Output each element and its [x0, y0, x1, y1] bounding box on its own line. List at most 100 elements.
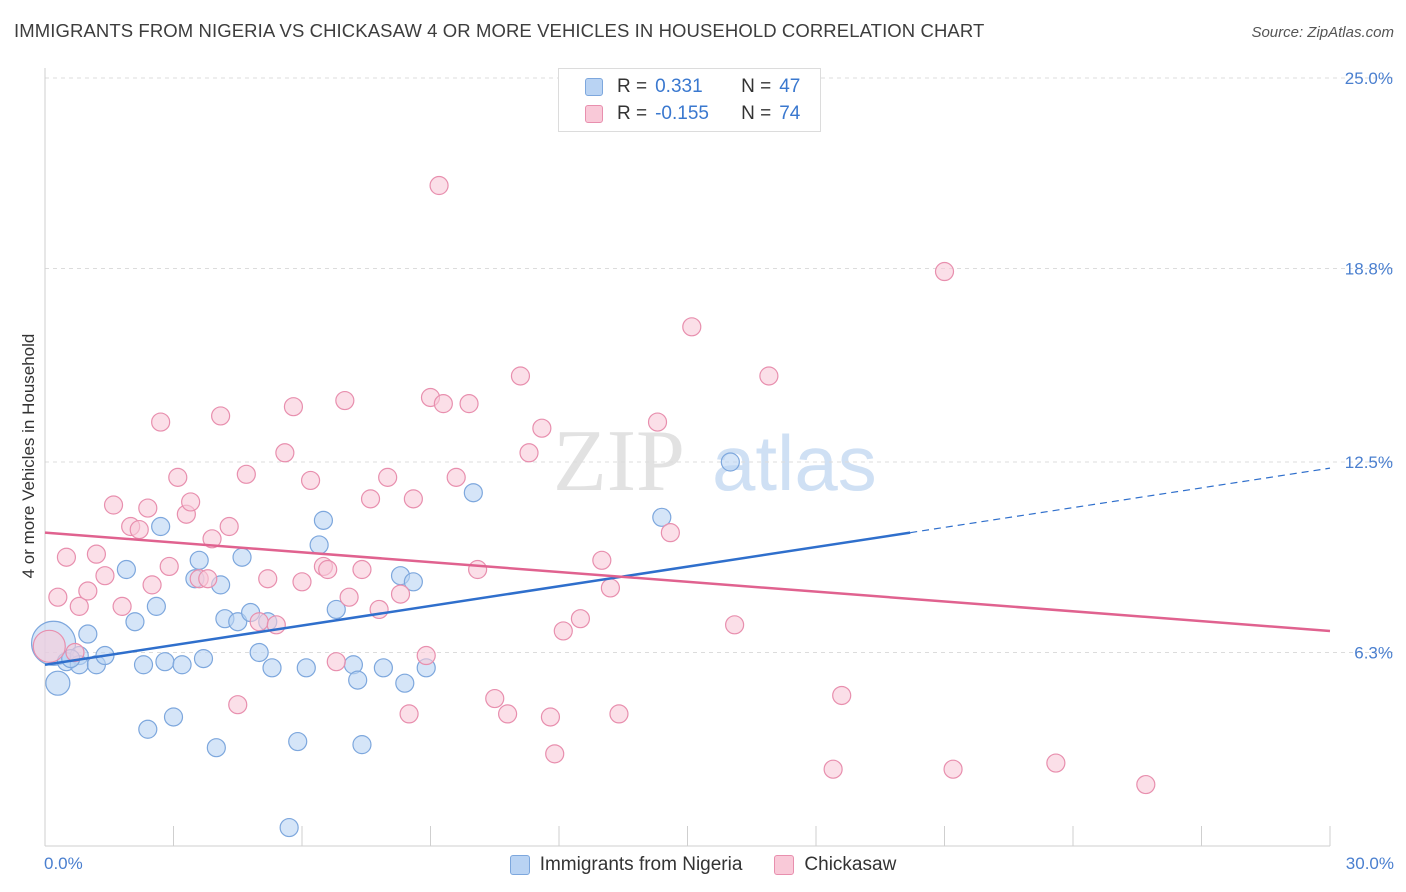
trend-lines	[44, 467, 1331, 666]
data-point	[32, 629, 66, 663]
data-point	[95, 566, 115, 586]
data-point	[262, 658, 282, 678]
series-legend-label-nigeria: Immigrants from Nigeria	[539, 854, 743, 875]
data-point	[433, 394, 453, 414]
data-point	[189, 550, 209, 570]
data-point	[249, 642, 269, 663]
data-point	[138, 719, 158, 739]
data-point	[112, 596, 132, 616]
data-point	[172, 655, 192, 675]
y-tick-labels: 6.3% 12.5% 18.8% 25.0%	[1345, 69, 1393, 662]
data-point	[159, 556, 179, 577]
data-point	[279, 817, 299, 838]
data-point	[545, 744, 565, 764]
legend-row-nigeria: R = 0.331 N = 47	[585, 74, 800, 100]
data-point	[211, 406, 231, 426]
data-point	[373, 658, 393, 678]
data-point	[943, 759, 963, 779]
data-point	[69, 596, 89, 616]
legend-r-value: -0.155	[655, 103, 709, 124]
data-point	[45, 670, 71, 696]
data-point	[288, 731, 308, 752]
data-point	[65, 642, 85, 663]
data-point	[292, 572, 312, 592]
data-point	[360, 489, 381, 509]
data-point	[823, 759, 843, 779]
data-point	[570, 609, 591, 629]
data-point	[155, 652, 175, 672]
data-point	[78, 581, 98, 601]
data-point	[326, 652, 346, 672]
y-tick-label: 18.8%	[1345, 259, 1393, 278]
data-point	[720, 452, 740, 472]
chart-title: IMMIGRANTS FROM NIGERIA VS CHICKASAW 4 O…	[14, 20, 985, 41]
legend-swatch-chickasaw	[585, 105, 603, 123]
data-point	[468, 559, 488, 580]
data-point	[151, 516, 171, 537]
data-point	[592, 550, 612, 570]
data-point	[609, 704, 629, 724]
data-point	[759, 366, 779, 386]
data-point	[519, 443, 539, 463]
data-point	[1136, 774, 1156, 795]
data-point	[459, 394, 479, 414]
data-point	[416, 645, 436, 666]
data-point	[553, 621, 573, 641]
watermark: ZIP atlas	[553, 413, 877, 510]
data-point	[725, 615, 745, 635]
data-point	[296, 658, 316, 678]
data-point	[300, 470, 321, 491]
data-point	[390, 584, 411, 604]
data-point	[352, 735, 372, 755]
legend-row-chickasaw: R = -0.155 N = 74	[585, 101, 800, 127]
data-point	[56, 547, 77, 567]
trend-line-extension	[910, 467, 1331, 534]
legend-n-label: N =	[741, 76, 772, 97]
legend-r-label: R =	[617, 76, 648, 97]
data-point	[934, 261, 955, 282]
data-point	[498, 704, 518, 724]
legend-n-value: 74	[779, 103, 801, 124]
y-axis-label: 4 or more Vehicles in Household	[19, 334, 38, 579]
data-point	[600, 578, 621, 598]
data-point	[228, 695, 248, 715]
data-point	[275, 443, 295, 463]
legend-swatch-nigeria	[585, 78, 603, 96]
data-point	[1046, 753, 1066, 773]
gridlines	[45, 77, 1394, 653]
data-point	[313, 510, 334, 530]
series-legend-item-nigeria: Immigrants from Nigeria	[509, 854, 743, 876]
source-credit: Source: ZipAtlas.com	[1251, 24, 1394, 41]
data-point	[309, 535, 329, 555]
data-point	[138, 498, 158, 518]
data-point	[163, 707, 184, 727]
y-tick-label: 12.5%	[1345, 453, 1393, 472]
trend-line	[44, 531, 911, 666]
legend-n-label: N =	[741, 103, 772, 124]
data-point	[682, 317, 702, 337]
data-point	[125, 612, 145, 632]
data-point	[652, 507, 672, 527]
x-tick-label-max: 30.0%	[1346, 854, 1394, 873]
data-point	[249, 612, 269, 632]
data-point	[219, 516, 239, 537]
series-legend-swatch-nigeria	[509, 855, 530, 875]
data-point	[181, 492, 201, 512]
series-legend-label-chickasaw: Chickasaw	[804, 854, 897, 875]
data-point	[48, 587, 68, 607]
data-point	[236, 464, 256, 484]
data-point	[232, 547, 252, 567]
data-point	[463, 483, 483, 503]
legend-r-label: R =	[617, 103, 648, 124]
data-point	[395, 673, 415, 693]
data-point	[129, 519, 149, 540]
data-point	[103, 495, 124, 515]
data-point	[283, 397, 304, 417]
x-tick-label-min: 0.0%	[44, 854, 83, 873]
data-point	[202, 529, 222, 549]
data-point	[151, 412, 171, 432]
data-point	[446, 467, 466, 487]
series-chickasaw-points	[32, 175, 1156, 795]
data-point	[510, 366, 531, 386]
data-point	[258, 569, 278, 589]
